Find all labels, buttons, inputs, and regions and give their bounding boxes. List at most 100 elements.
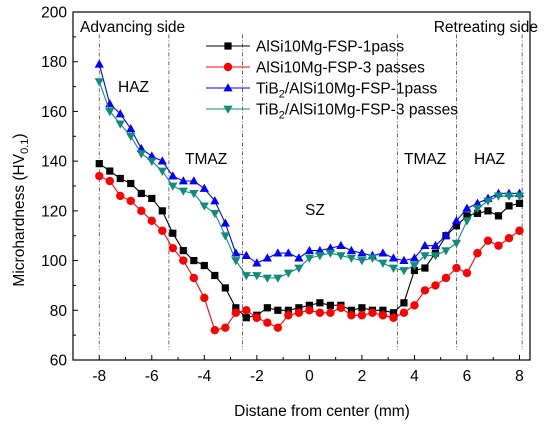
data-point <box>378 248 388 257</box>
data-point <box>127 179 135 188</box>
data-point <box>399 255 409 264</box>
data-point <box>148 194 156 203</box>
data-point <box>157 156 167 165</box>
data-point <box>452 263 461 273</box>
data-point <box>388 264 399 273</box>
data-point <box>367 254 378 263</box>
data-point <box>494 241 503 250</box>
data-point <box>336 303 346 312</box>
data-point <box>430 240 441 250</box>
data-point <box>305 306 314 315</box>
data-point <box>378 311 388 320</box>
data-point <box>242 314 250 322</box>
data-point <box>420 286 430 295</box>
data-point <box>262 253 272 262</box>
data-point <box>430 252 441 261</box>
legend-entry: TiB2/AlSi10Mg-FSP-1pass <box>206 81 438 101</box>
data-point <box>431 281 440 290</box>
data-point <box>504 234 514 243</box>
data-point <box>221 284 229 292</box>
legend-label: AlSi10Mg-FSP-1pass <box>256 39 404 56</box>
data-point <box>336 240 346 250</box>
y-tick-label: 160 <box>41 104 67 121</box>
data-point <box>346 254 357 263</box>
data-point <box>441 247 451 256</box>
data-point <box>294 253 304 262</box>
haz-left-label: HAZ <box>118 79 149 96</box>
data-point <box>315 245 325 255</box>
data-point <box>220 218 230 227</box>
data-point <box>315 308 325 317</box>
data-point <box>472 198 483 207</box>
y-tick-label: 80 <box>50 303 68 320</box>
data-point <box>106 167 114 175</box>
legend-entry: AlSi10Mg-FSP-1pass <box>206 39 404 56</box>
data-point <box>388 253 399 262</box>
series-4 <box>94 78 525 283</box>
x-tick-label: 0 <box>305 368 314 385</box>
series-2 <box>95 171 524 335</box>
data-point <box>116 191 125 201</box>
data-point <box>357 311 367 320</box>
data-point <box>116 174 124 183</box>
data-point <box>473 209 482 217</box>
data-point <box>304 254 314 263</box>
data-point <box>232 304 240 312</box>
data-point <box>410 301 419 310</box>
legend-entry: AlSi10Mg-FSP-3 passes <box>206 60 425 77</box>
data-point <box>199 202 209 211</box>
data-point <box>409 262 420 271</box>
haz-right-label: HAZ <box>474 151 505 168</box>
y-axis-label-close: ) <box>11 133 28 138</box>
data-point <box>462 268 472 278</box>
data-point <box>241 250 251 259</box>
data-point <box>263 318 272 327</box>
data-point <box>190 256 198 265</box>
retreating-side-label: Retreating side <box>434 19 538 36</box>
data-point <box>105 176 114 186</box>
data-point <box>115 120 125 129</box>
x-tick-label: 6 <box>463 368 472 385</box>
data-point <box>168 243 178 253</box>
data-point <box>368 308 377 317</box>
x-tick-label: -4 <box>197 368 211 385</box>
legend-label: TiB2/AlSi10Mg-FSP-1pass <box>256 81 438 101</box>
data-point <box>189 176 199 185</box>
data-point <box>241 272 251 281</box>
data-point <box>168 171 178 180</box>
data-point <box>421 264 429 272</box>
data-point <box>325 243 335 252</box>
data-point <box>504 192 514 201</box>
data-point <box>283 248 293 257</box>
data-point <box>389 309 398 317</box>
data-point <box>126 124 136 133</box>
data-point <box>252 272 262 281</box>
x-tick-label: 2 <box>358 368 367 385</box>
data-point <box>115 109 125 118</box>
data-point <box>283 269 293 278</box>
data-point <box>147 216 156 225</box>
x-axis-label: Distane from center (mm) <box>234 403 410 420</box>
data-point <box>252 313 262 322</box>
data-point <box>200 293 209 303</box>
data-point <box>462 217 472 226</box>
data-point <box>179 256 188 265</box>
data-point <box>347 306 356 314</box>
data-point <box>378 259 388 268</box>
data-point <box>126 196 135 206</box>
data-point <box>316 299 324 307</box>
y-tick-label: 200 <box>41 5 67 22</box>
data-point <box>483 197 493 206</box>
tmaz-left-label: TMAZ <box>185 151 227 168</box>
data-point <box>262 274 272 283</box>
y-tick-label: 60 <box>50 353 68 370</box>
y-axis-label-subscript: 0.1 <box>19 139 31 154</box>
data-point <box>379 306 387 314</box>
legend: AlSi10Mg-FSP-1pass AlSi10Mg-FSP-3 passes T… <box>206 39 458 122</box>
data-point <box>263 304 271 312</box>
data-point <box>473 248 482 258</box>
data-point <box>389 313 398 322</box>
data-point <box>169 229 177 237</box>
